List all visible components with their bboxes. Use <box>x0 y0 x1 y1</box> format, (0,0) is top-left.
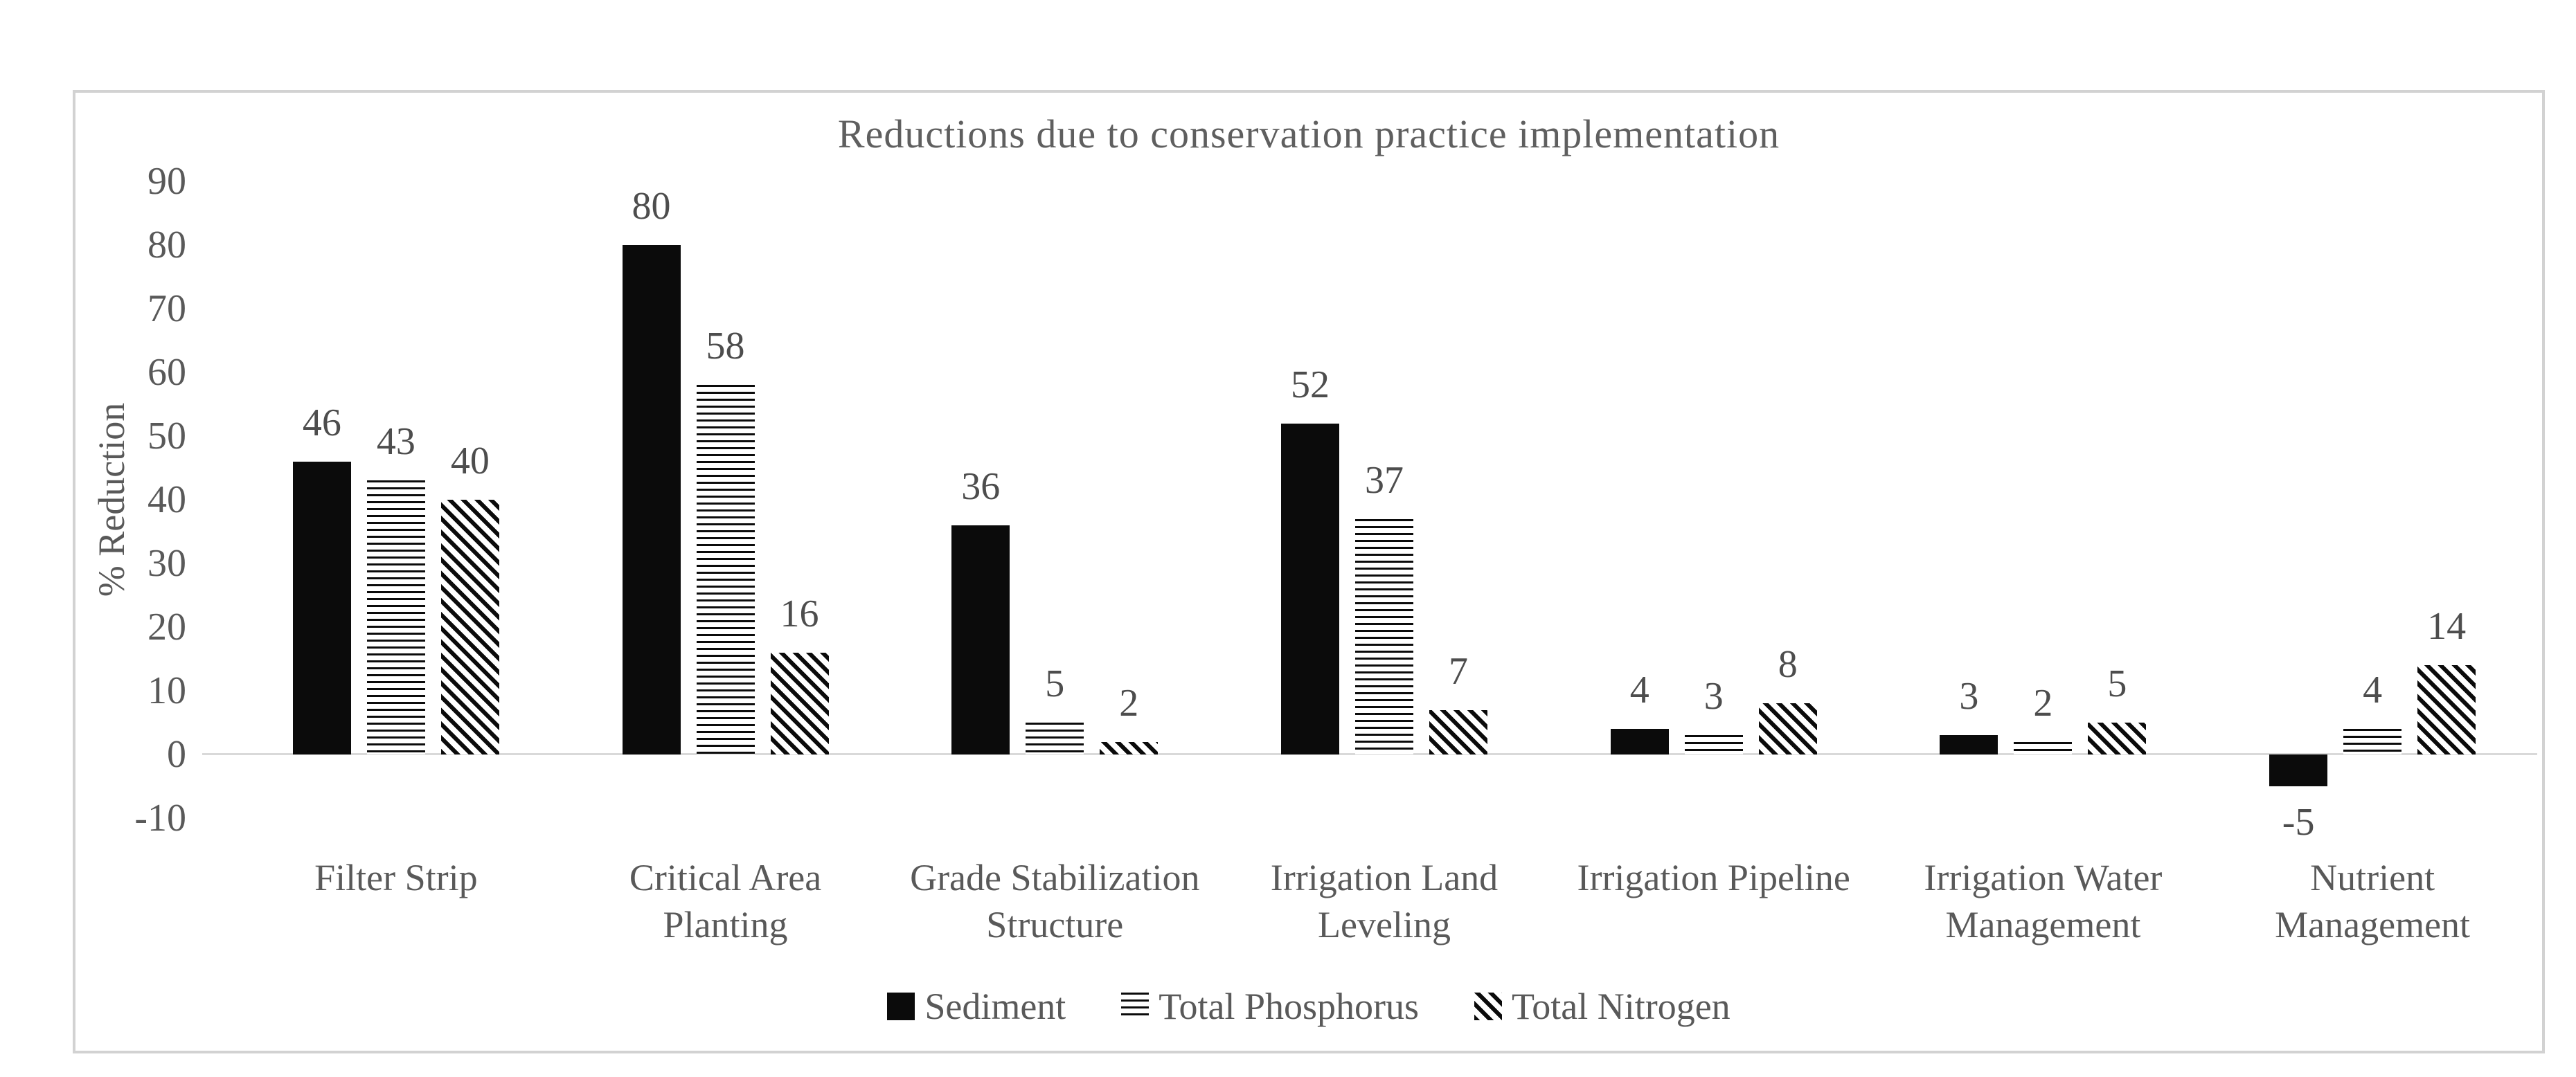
y-tick-label: 40 <box>147 478 186 521</box>
category-label: Irrigation Pipeline <box>1577 857 1850 898</box>
chart-title: Reductions due to conservation practice … <box>837 111 1780 156</box>
bar-value-label: 5 <box>1045 662 1065 705</box>
legend: Sediment Total Phosphorus Total Nitrogen <box>75 979 2542 1034</box>
y-tick-label: 50 <box>147 415 186 458</box>
category-label: Grade Stabilization Structure <box>910 857 1200 945</box>
bar-value-label: 43 <box>376 420 415 464</box>
legend-item: Total Phosphorus <box>1121 985 1419 1028</box>
bar <box>2269 754 2328 786</box>
y-tick-label: 0 <box>167 733 186 776</box>
bar-group: 36 5 2 <box>890 181 1219 818</box>
y-tick-label: 10 <box>147 669 186 712</box>
chart-frame: Reductions due to conservation practice … <box>73 90 2545 1053</box>
bar-value-label: 4 <box>2363 669 2383 712</box>
y-tick-label: 80 <box>147 224 186 266</box>
bar-value-label: 52 <box>1290 363 1330 406</box>
bar-value-label: 3 <box>1959 675 1979 718</box>
bar-group: 46 43 40 <box>231 181 561 818</box>
bar-value-label: 3 <box>1703 675 1724 718</box>
bar-value-label: 2 <box>2033 681 2053 725</box>
bar <box>2417 665 2476 754</box>
bar-value-label: 8 <box>1778 643 1798 687</box>
bar-group: 4 3 8 <box>1549 181 1879 818</box>
legend-item: Total Nitrogen <box>1474 985 1730 1028</box>
bar <box>770 652 829 754</box>
bar <box>622 245 681 754</box>
legend-swatch <box>887 993 915 1020</box>
bar-value-label: -5 <box>2282 801 2315 844</box>
bar <box>2088 723 2147 754</box>
bar <box>696 385 755 754</box>
bar-value-label: 4 <box>1629 669 1649 712</box>
bar-value-label: 7 <box>1448 649 1468 693</box>
y-tick-label: 20 <box>147 606 186 649</box>
legend-swatch <box>1121 993 1150 1020</box>
bar <box>1758 703 1817 754</box>
legend-swatch <box>1474 993 1503 1020</box>
bar-value-label: 36 <box>961 464 1001 508</box>
bar <box>1354 518 1413 754</box>
category-label: Nutrient Management <box>2275 857 2471 945</box>
y-tick-label: 30 <box>147 542 186 585</box>
bar-value-label: 5 <box>2107 662 2127 705</box>
category-label: Irrigation Land Leveling <box>1270 857 1499 945</box>
bar <box>1684 735 1743 754</box>
bar-value-label: 40 <box>450 440 490 482</box>
bar-value-label: 14 <box>2427 605 2467 649</box>
bar-value-label: 16 <box>780 592 819 635</box>
bar <box>1100 741 1159 754</box>
bar-value-label: 80 <box>632 185 671 228</box>
bar <box>951 525 1010 754</box>
y-tick-label: 90 <box>147 160 186 203</box>
plot-area: 46 43 40 80 58 16 36 5 2 52 37 7 4 3 8 3 2 5 -5 4 14 <box>202 181 2537 844</box>
category-label: Critical Area Planting <box>629 857 822 945</box>
bar-value-label: 58 <box>706 325 745 368</box>
bar-value-label: 2 <box>1119 681 1139 725</box>
bar <box>440 500 499 754</box>
category-label: Irrigation Water Management <box>1924 857 2163 945</box>
bar-value-label: 46 <box>302 401 341 444</box>
bar-group: 52 37 7 <box>1219 181 1549 818</box>
y-tick-label: -10 <box>134 797 186 840</box>
legend-item: Sediment <box>887 985 1066 1028</box>
y-axis-ticks: 90 80 70 60 50 40 30 20 10 0 -10 <box>75 160 186 840</box>
bar-group: 3 2 5 <box>1879 181 2208 818</box>
category-label: Filter Strip <box>314 857 478 898</box>
bar <box>292 461 351 754</box>
bar <box>1429 709 1487 754</box>
bar <box>1026 723 1084 754</box>
bar <box>1280 423 1339 754</box>
legend-label: Sediment <box>924 986 1066 1027</box>
bar <box>2343 729 2402 754</box>
legend-label: Total Nitrogen <box>1512 986 1730 1027</box>
y-tick-label: 70 <box>147 287 186 330</box>
category-labels: Filter Strip Critical Area Planting Grade … <box>231 854 2537 965</box>
bar-group: -5 4 14 <box>2208 181 2537 844</box>
bar <box>1610 729 1669 754</box>
bar <box>1940 735 1998 754</box>
bar-value-label: 37 <box>1364 458 1404 502</box>
bar-group: 80 58 16 <box>561 181 891 818</box>
y-tick-label: 60 <box>147 351 186 394</box>
bar <box>2014 741 2073 754</box>
bar <box>366 480 425 754</box>
legend-label: Total Phosphorus <box>1159 986 1420 1027</box>
